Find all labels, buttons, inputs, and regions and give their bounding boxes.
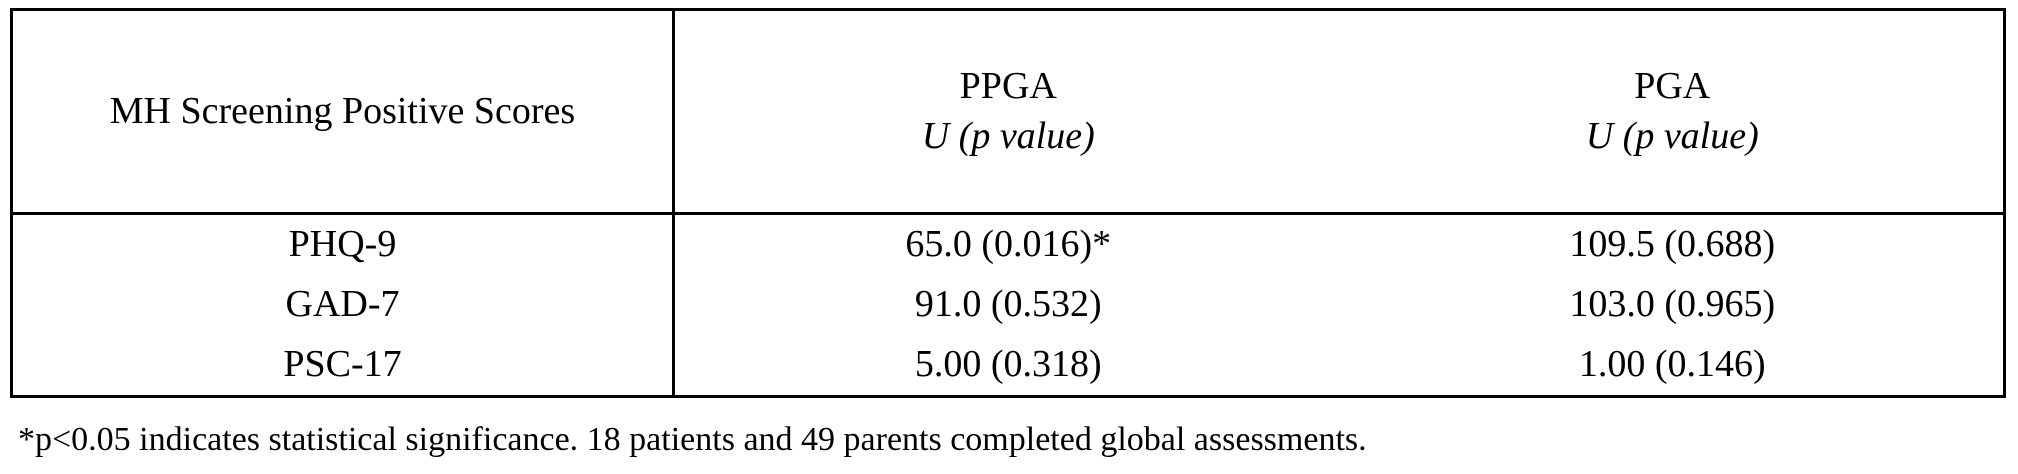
column-header-ppga: PPGA U (p value) <box>673 9 1342 215</box>
psc17-ppga-value: 5.00 (0.318) <box>914 343 1102 386</box>
row-label-phq9: PHQ-9 <box>11 213 675 275</box>
table-body: PHQ-9 65.0 (0.016)* 109.5 (0.688) GAD-7 … <box>11 213 2005 397</box>
row-label-gad7: GAD-7 <box>11 275 675 335</box>
mh-screening-results-table: MH Screening Positive Scores PPGA U (p v… <box>10 8 2006 398</box>
ppga-label: PPGA <box>959 65 1057 108</box>
gad7-ppga-value: 91.0 (0.532) <box>914 283 1102 326</box>
footnote: *p<0.05 indicates statistical significan… <box>18 421 1367 458</box>
pga-u-p-value-label: U (p value) <box>1585 114 1759 157</box>
table-header: MH Screening Positive Scores PPGA U (p v… <box>11 9 2005 215</box>
header-row: MH Screening Positive Scores PPGA U (p v… <box>11 9 2005 215</box>
psc17-pga-value: 1.00 (0.146) <box>1578 343 1766 386</box>
table-row-gad7: GAD-7 91.0 (0.532) 103.0 (0.965) <box>11 275 2005 335</box>
column-header-mh-screening: MH Screening Positive Scores <box>11 9 675 215</box>
table-row-phq9: PHQ-9 65.0 (0.016)* 109.5 (0.688) <box>11 213 2005 275</box>
phq9-ppga-value: 65.0 (0.016)* <box>905 223 1112 266</box>
table-row-psc17: PSC-17 5.00 (0.318) 1.00 (0.146) <box>11 335 2005 397</box>
column-header-pga: PGA U (p value) <box>1341 9 2005 215</box>
pga-label: PGA <box>1634 65 1711 108</box>
gad7-pga-value: 103.0 (0.965) <box>1569 283 1776 326</box>
ppga-u-p-value-label: U (p value) <box>921 114 1095 157</box>
phq9-pga-value: 109.5 (0.688) <box>1569 223 1776 266</box>
row-label-psc17: PSC-17 <box>11 335 675 397</box>
